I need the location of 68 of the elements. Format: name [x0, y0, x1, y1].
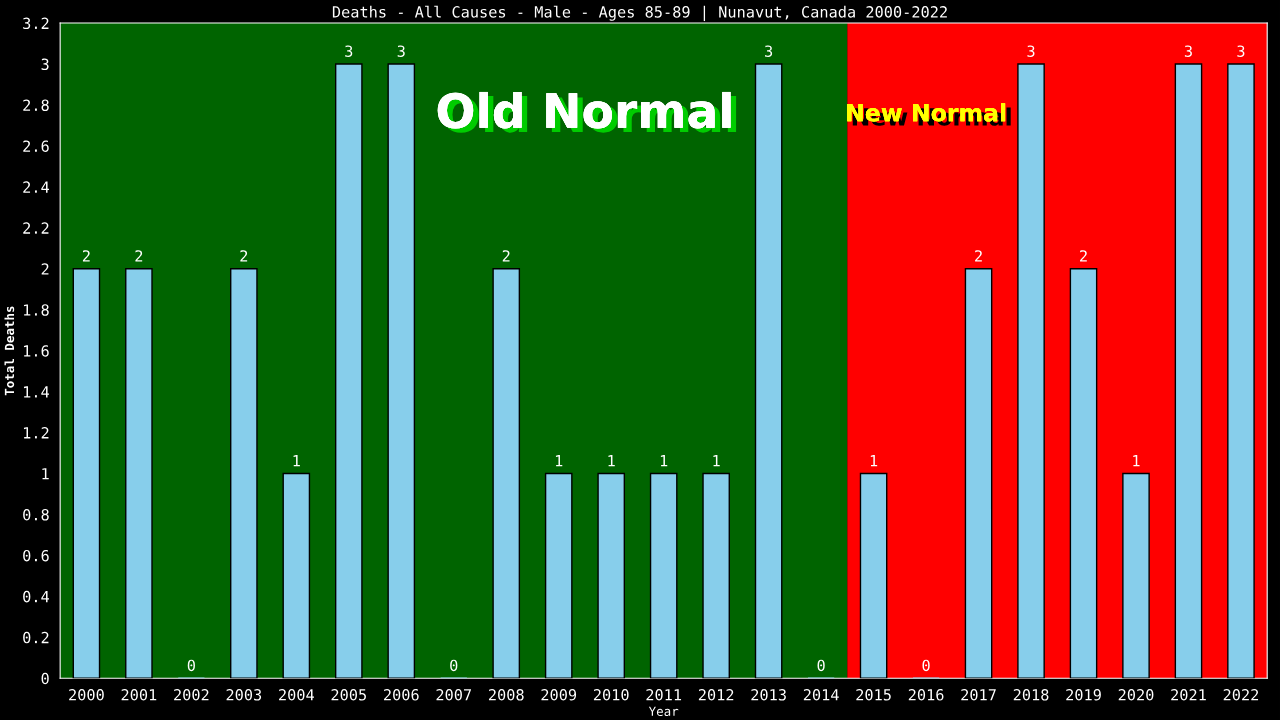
- x-tick-label: 2011: [646, 689, 682, 701]
- y-tick-label: 0.4: [23, 590, 50, 603]
- y-tick-label: 2.6: [23, 140, 49, 152]
- chart-title: Deaths - All Causes - Male - Ages 85-89 | Nunavut, Canada 2000-2022: [332, 5, 947, 22]
- data-label: 3: [1027, 45, 1035, 57]
- x-tick-label: 2004: [279, 689, 314, 701]
- y-tick-label: 0: [41, 672, 49, 685]
- x-tick-label: 2016: [908, 689, 944, 701]
- x-tick-label: 2003: [226, 689, 262, 701]
- y-tick-label: 1: [42, 468, 49, 480]
- x-tick-label: 2012: [698, 689, 734, 701]
- y-tick-label: 3.2: [23, 17, 49, 30]
- y-tick-label: 1.2: [23, 427, 49, 439]
- x-tick-label: 2022: [1223, 689, 1259, 701]
- x-axis-title: Year: [648, 706, 679, 717]
- x-tick-label: 2001: [121, 689, 157, 701]
- y-tick-label: 2: [41, 263, 49, 275]
- data-label: 1: [1133, 455, 1140, 467]
- x-tick-label: 2010: [593, 689, 629, 701]
- x-tick-label: 2019: [1066, 689, 1101, 701]
- x-tick-label: 2015: [856, 689, 891, 701]
- x-tick-label: 2009: [541, 689, 577, 701]
- data-label: 2: [975, 250, 982, 262]
- x-tick-label: 2008: [488, 689, 524, 701]
- x-tick-label: 2007: [436, 689, 472, 701]
- data-label: 3: [1184, 45, 1192, 57]
- data-label: 1: [870, 455, 878, 467]
- data-label: 0: [450, 659, 458, 672]
- x-tick-label: 2006: [384, 689, 419, 701]
- data-label: 2: [1080, 250, 1087, 262]
- data-label: 1: [713, 455, 720, 467]
- data-label: 2: [82, 250, 90, 262]
- data-label: 0: [922, 659, 930, 672]
- y-axis-title: Total Deaths: [4, 306, 15, 396]
- x-tick-label: 2002: [174, 689, 209, 701]
- y-tick-label: 1.4: [23, 386, 50, 398]
- y-tick-label: 1.8: [23, 304, 49, 316]
- y-tick-label: 1.6: [23, 345, 49, 357]
- data-label: 3: [1237, 45, 1245, 57]
- y-tick-label: 2.4: [23, 181, 50, 193]
- data-label: 1: [608, 455, 615, 467]
- data-label: 3: [345, 45, 353, 57]
- y-tick-label: 0.2: [23, 631, 49, 644]
- data-label: 3: [397, 45, 405, 57]
- data-label: 0: [817, 659, 825, 672]
- y-tick-label: 3: [41, 58, 49, 71]
- y-tick-label: 2.2: [23, 222, 49, 234]
- data-label: 0: [187, 659, 195, 672]
- data-label: 3: [765, 45, 773, 57]
- x-tick-label: 2000: [69, 689, 104, 701]
- y-tick-label: 0.6: [23, 549, 49, 562]
- data-label: 2: [135, 250, 143, 262]
- data-label: 1: [555, 455, 563, 467]
- data-label: 2: [502, 250, 510, 262]
- data-label: 1: [293, 455, 300, 467]
- x-tick-label: 2018: [1013, 689, 1049, 701]
- x-tick-label: 2005: [331, 689, 366, 701]
- y-tick-label: 2.8: [23, 99, 49, 111]
- data-label: 1: [660, 455, 668, 467]
- x-tick-label: 2013: [751, 689, 786, 701]
- band-label: New Normal: [847, 103, 1011, 126]
- x-tick-label: 2021: [1171, 689, 1206, 701]
- x-tick-label: 2014: [803, 689, 839, 701]
- band-label: Old Normal: [437, 91, 737, 133]
- y-tick-label: 0.8: [23, 508, 49, 521]
- data-label: 2: [240, 250, 248, 262]
- x-tick-label: 2020: [1118, 689, 1154, 701]
- x-tick-label: 2017: [961, 689, 996, 701]
